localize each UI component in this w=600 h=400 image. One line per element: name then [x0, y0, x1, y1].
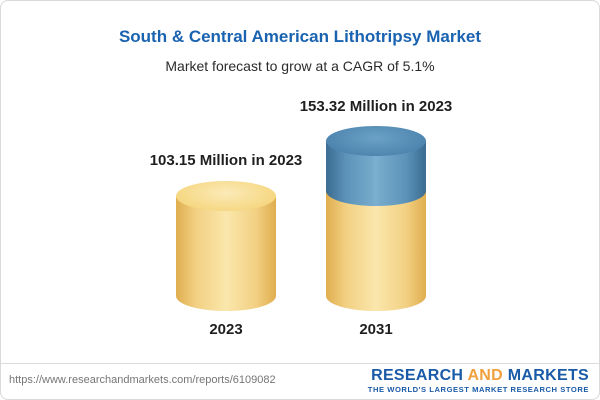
bar-2023-value-label: 103.15 Million in 2023: [149, 152, 303, 169]
footer-divider: [1, 363, 599, 364]
x-axis-label-2023: 2023: [209, 321, 243, 338]
logo-word-markets: MARKETS: [507, 367, 589, 384]
x-axis-label-2031: 2031: [359, 321, 393, 338]
chart-subtitle: Market forecast to grow at a CAGR of 5.1…: [165, 58, 435, 74]
bar-2031-top-ellipse: [326, 126, 426, 156]
bar-2023-top-ellipse: [176, 181, 276, 211]
logo-word-research: RESEARCH: [371, 367, 464, 384]
bar-2031-value-label: 153.32 Million in 2023: [299, 98, 453, 115]
bar-2023-body: [176, 196, 276, 311]
logo-tagline: THE WORLD'S LARGEST MARKET RESEARCH STOR…: [367, 385, 589, 394]
logo-wordmark: RESEARCH AND MARKETS: [368, 367, 589, 384]
chart-title: South & Central American Lithotripsy Mar…: [118, 27, 482, 46]
bar-2031-cylinder: [326, 126, 426, 311]
report-url[interactable]: https://www.researchandmarkets.com/repor…: [9, 374, 276, 386]
researchandmarkets-logo: RESEARCH AND MARKETS THE WORLD'S LARGEST…: [368, 367, 589, 394]
bar-2023-cylinder: [176, 181, 276, 311]
logo-word-and: AND: [467, 367, 504, 384]
